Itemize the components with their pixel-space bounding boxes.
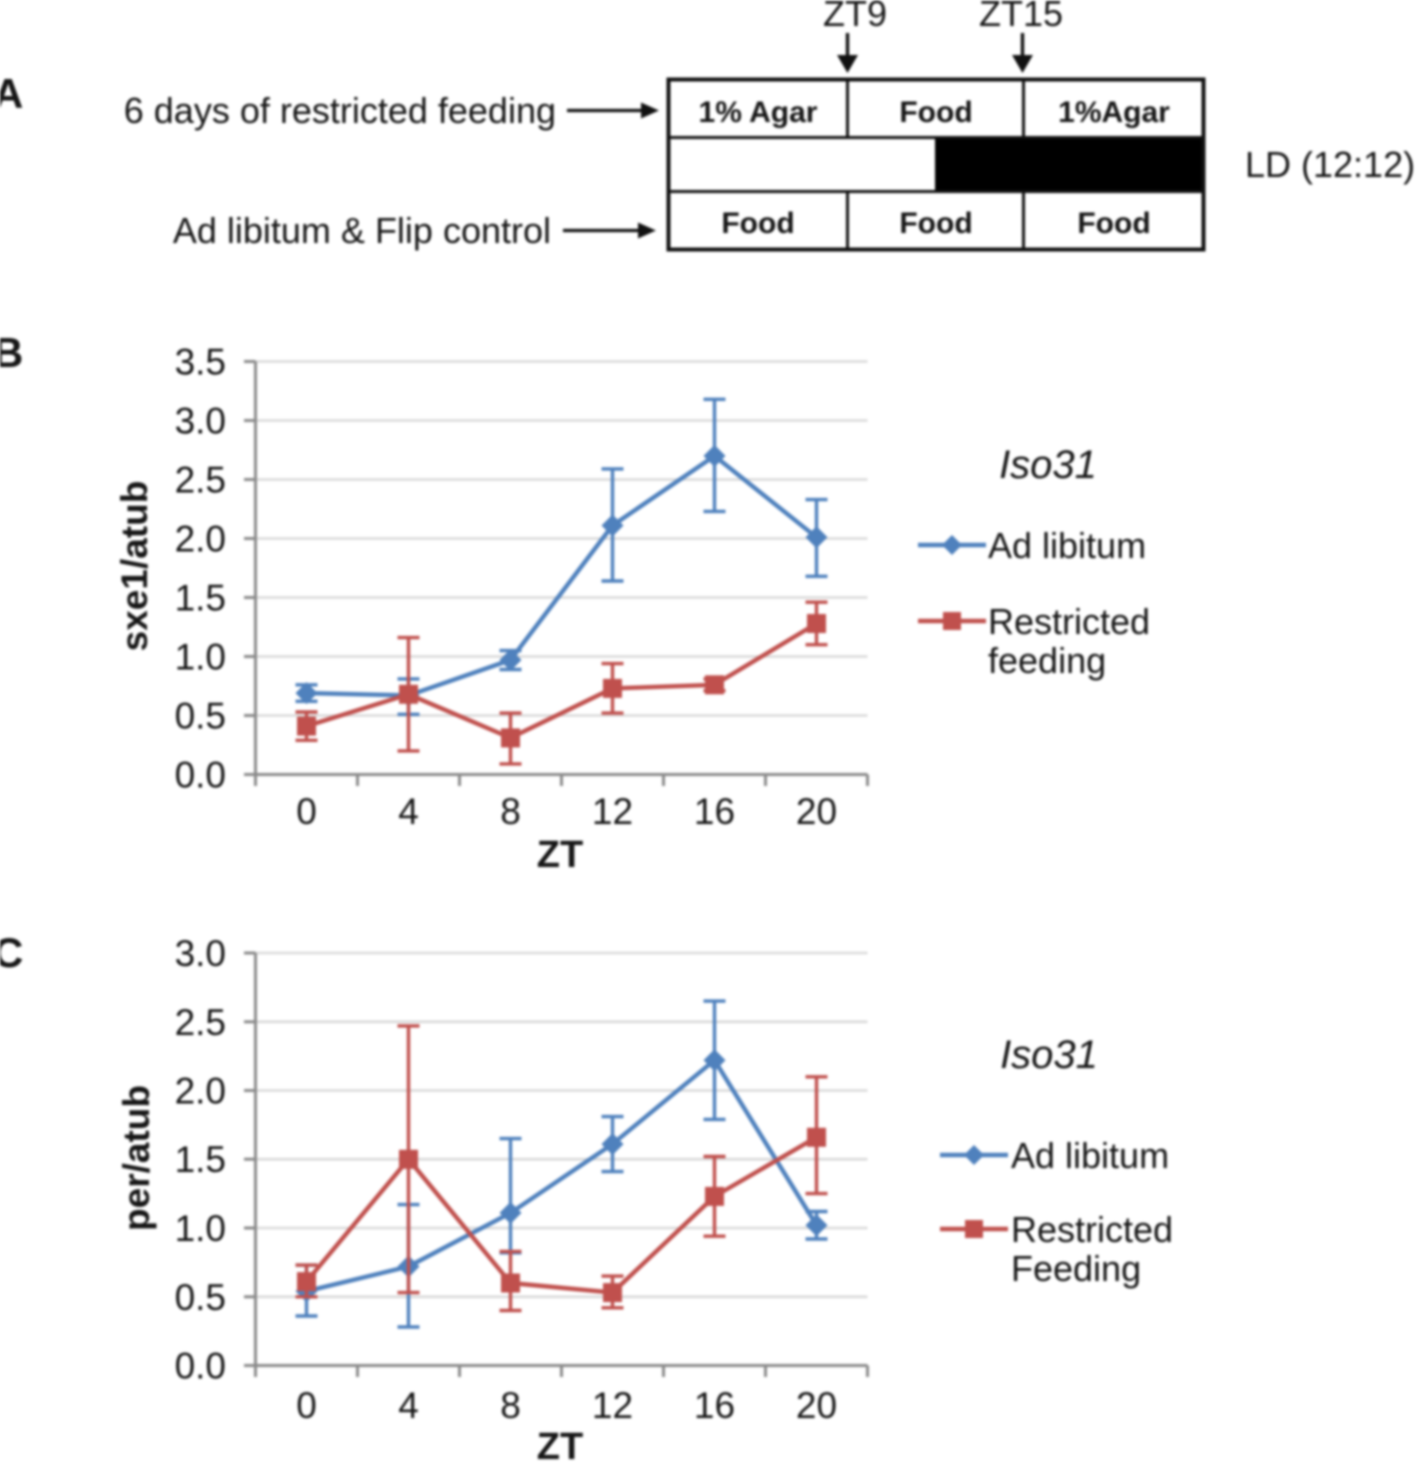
svg-text:feeding: feeding [988, 640, 1106, 681]
svg-text:Iso31: Iso31 [1000, 1033, 1098, 1077]
svg-text:16: 16 [694, 1385, 735, 1426]
svg-text:Restricted: Restricted [988, 601, 1150, 642]
svg-text:2.5: 2.5 [175, 1002, 226, 1043]
svg-text:0.0: 0.0 [175, 1346, 226, 1387]
svg-text:2.0: 2.0 [175, 519, 226, 560]
svg-text:Ad libitum: Ad libitum [1011, 1135, 1169, 1176]
svg-text:per/atub: per/atub [116, 1085, 157, 1231]
svg-text:16: 16 [694, 791, 735, 832]
svg-text:1.0: 1.0 [175, 637, 226, 678]
svg-text:sxe1/atub: sxe1/atub [114, 481, 155, 652]
svg-text:8: 8 [500, 1385, 521, 1426]
svg-text:12: 12 [592, 1385, 633, 1426]
svg-text:C: C [0, 929, 23, 976]
svg-text:1.5: 1.5 [175, 578, 226, 619]
svg-text:0.5: 0.5 [175, 1277, 226, 1318]
svg-text:ZT: ZT [537, 1426, 583, 1468]
svg-text:4: 4 [398, 1385, 419, 1426]
svg-text:Restricted: Restricted [1011, 1209, 1173, 1250]
svg-text:Iso31: Iso31 [999, 443, 1097, 487]
svg-text:3.0: 3.0 [175, 401, 226, 442]
svg-text:1%Agar: 1%Agar [1058, 96, 1170, 129]
svg-text:A: A [0, 70, 23, 117]
svg-text:0.0: 0.0 [175, 755, 226, 796]
svg-text:ZT15: ZT15 [979, 0, 1063, 34]
svg-text:B: B [0, 329, 23, 376]
svg-text:12: 12 [592, 791, 633, 832]
svg-text:8: 8 [500, 791, 521, 832]
svg-text:0: 0 [296, 791, 317, 832]
svg-text:2.0: 2.0 [175, 1071, 226, 1112]
svg-text:3.0: 3.0 [175, 933, 226, 974]
svg-text:4: 4 [398, 791, 419, 832]
svg-text:0: 0 [296, 1385, 317, 1426]
svg-text:Food: Food [899, 96, 972, 129]
svg-text:Food: Food [1077, 207, 1150, 240]
svg-text:1% Agar: 1% Agar [699, 96, 818, 129]
svg-text:0.5: 0.5 [175, 696, 226, 737]
svg-text:LD (12:12): LD (12:12) [1245, 144, 1415, 185]
svg-text:Ad libitum: Ad libitum [988, 525, 1146, 566]
svg-text:1.5: 1.5 [175, 1139, 226, 1180]
svg-text:1.0: 1.0 [175, 1208, 226, 1249]
svg-text:Food: Food [899, 207, 972, 240]
svg-text:6 days of restricted feeding: 6 days of restricted feeding [124, 90, 556, 131]
svg-text:2.5: 2.5 [175, 460, 226, 501]
svg-text:ZT: ZT [537, 834, 583, 876]
svg-text:Food: Food [721, 207, 794, 240]
svg-text:Ad libitum & Flip control: Ad libitum & Flip control [173, 210, 551, 251]
svg-text:20: 20 [796, 1385, 837, 1426]
svg-text:ZT9: ZT9 [823, 0, 887, 34]
svg-text:20: 20 [796, 791, 837, 832]
svg-text:3.5: 3.5 [175, 342, 226, 383]
svg-text:Feeding: Feeding [1011, 1248, 1141, 1289]
